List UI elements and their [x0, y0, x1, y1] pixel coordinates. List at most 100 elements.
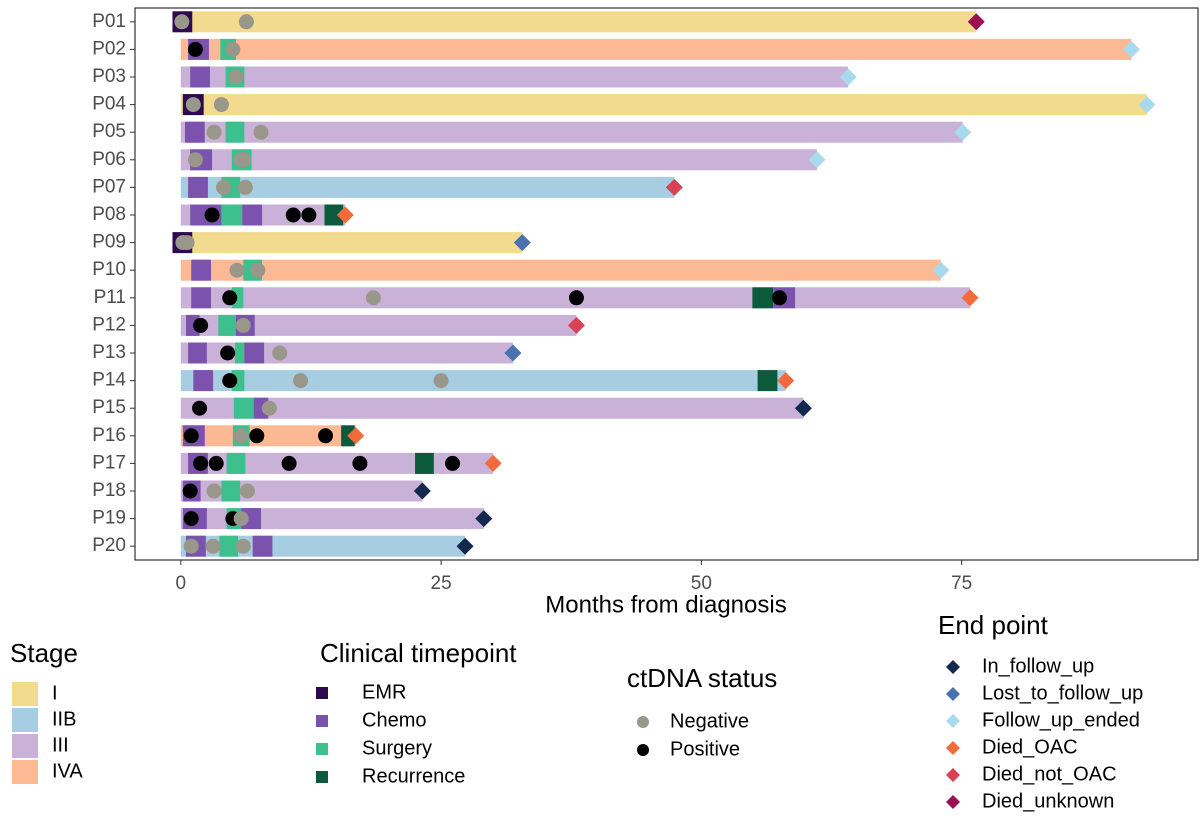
- y-tick-label: P08: [92, 204, 126, 225]
- plot-panel: [135, 8, 1198, 560]
- end-point: [475, 510, 493, 528]
- ctdna-point: [272, 345, 288, 361]
- legend-swatch: [316, 743, 328, 755]
- clinical-event: [191, 287, 212, 309]
- y-tick-label: P13: [92, 342, 126, 363]
- y-tick-label: P16: [92, 425, 126, 446]
- ctdna-point: [235, 152, 251, 168]
- legend-swatch: [946, 714, 960, 728]
- y-tick-label: P18: [92, 480, 126, 501]
- y-tick-label: P06: [92, 149, 126, 170]
- legend-label: Died_not_OAC: [982, 763, 1117, 785]
- legend-swatch: [316, 771, 328, 783]
- legend-swatch: [316, 715, 328, 727]
- ctdna-point: [568, 290, 584, 306]
- ctdna-point: [235, 538, 251, 554]
- y-tick-label: P02: [92, 38, 126, 59]
- legend-swatch: [12, 682, 38, 706]
- ctdna-point: [249, 428, 265, 444]
- legend-label: I: [52, 682, 58, 704]
- legend-label: IIB: [52, 708, 76, 730]
- y-tick-label: P19: [92, 508, 126, 529]
- end-point: [567, 316, 585, 334]
- ctdna-point: [174, 14, 190, 30]
- patient-bar: [172, 11, 977, 33]
- x-tick-label: 25: [431, 573, 452, 594]
- end-point: [413, 482, 431, 500]
- end-point: [961, 289, 979, 307]
- end-point: [1138, 96, 1156, 114]
- ctdna-point: [293, 373, 309, 389]
- legend-title: Clinical timepoint: [320, 638, 517, 668]
- y-tick-label: P11: [94, 287, 126, 308]
- y-tick-label: P17: [92, 452, 126, 473]
- ctdna-point: [228, 69, 244, 85]
- x-tick-label: 50: [691, 573, 712, 594]
- y-tick-label: P07: [92, 176, 126, 197]
- patient-bar: [180, 38, 1132, 60]
- patient-bar: [180, 535, 466, 557]
- clinical-event: [193, 370, 214, 392]
- patient-bar: [180, 314, 577, 336]
- patient-bar: [180, 66, 849, 88]
- ctdna-point: [261, 400, 277, 416]
- x-axis-title: Months from diagnosis: [545, 591, 786, 618]
- end-point: [513, 234, 531, 252]
- ctdna-point: [193, 455, 209, 471]
- end-point: [932, 261, 950, 279]
- patient-bar: [172, 232, 523, 254]
- legend-label: In_follow_up: [982, 655, 1094, 677]
- ctdna-point: [301, 207, 317, 223]
- patient-bar: [180, 259, 941, 281]
- ctdna-point: [771, 290, 787, 306]
- ctdna-point: [205, 538, 221, 554]
- legend-swatch: [946, 660, 960, 674]
- end-point: [808, 151, 826, 169]
- clinical-event: [252, 535, 273, 557]
- legend-label: Recurrence: [362, 765, 465, 787]
- legend-swatch: [12, 760, 38, 784]
- y-tick-label: P12: [92, 314, 126, 335]
- ctdna-point: [365, 290, 381, 306]
- end-point: [839, 68, 857, 86]
- legend-label: Positive: [670, 738, 740, 760]
- end-point: [665, 178, 683, 196]
- ctdna-point: [352, 455, 368, 471]
- legend-label: EMR: [362, 681, 406, 703]
- clinical-event: [190, 66, 210, 88]
- ctdna-point: [222, 373, 238, 389]
- ctdna-point: [220, 345, 236, 361]
- clinical-event: [752, 287, 774, 309]
- clinical-event: [188, 176, 208, 198]
- ctdna-point: [281, 455, 297, 471]
- patient-bar: [180, 480, 423, 502]
- end-point: [954, 123, 972, 141]
- ctdna-point: [192, 400, 208, 416]
- ctdna-point: [285, 207, 301, 223]
- end-point: [777, 372, 795, 390]
- ctdna-point: [183, 538, 199, 554]
- end-point: [336, 206, 354, 224]
- ctdna-point: [213, 97, 229, 113]
- clinical-event: [757, 370, 778, 392]
- y-tick-label: P10: [92, 259, 126, 280]
- ctdna-point: [185, 97, 201, 113]
- y-tick-label: P03: [92, 66, 126, 87]
- legend-label: Chemo: [362, 709, 426, 731]
- ctdna-point: [222, 290, 238, 306]
- legend-swatch: [12, 734, 38, 758]
- legend-swatch: [946, 687, 960, 701]
- x-tick-label: 0: [176, 573, 187, 594]
- legend-label: Surgery: [362, 737, 432, 759]
- clinical-event: [225, 121, 245, 143]
- clinical-event: [226, 452, 246, 474]
- end-point: [967, 13, 985, 31]
- legend-label: Died_unknown: [982, 790, 1114, 812]
- clinical-event: [219, 535, 239, 557]
- legend-title: Stage: [10, 638, 78, 668]
- ctdna-point: [445, 455, 461, 471]
- y-tick-label: P05: [92, 121, 126, 142]
- legend-swatch: [946, 768, 960, 782]
- ctdna-point: [233, 428, 249, 444]
- legend-title: ctDNA status: [627, 663, 777, 693]
